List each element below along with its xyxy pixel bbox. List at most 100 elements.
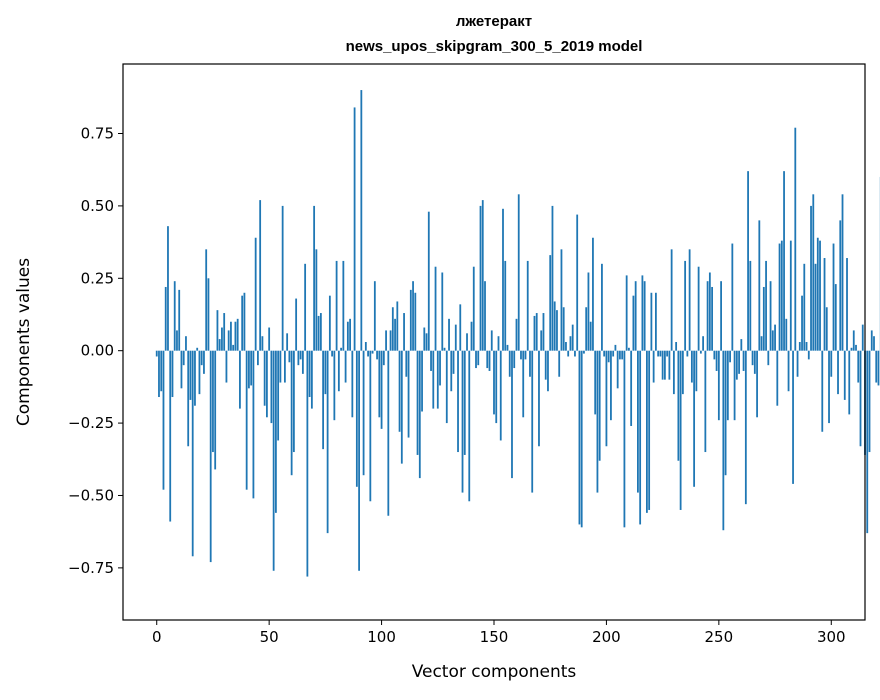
bar-313 <box>860 351 862 447</box>
bar-12 <box>183 351 185 365</box>
y-tick-label: −0.75 <box>68 559 114 577</box>
bar-55 <box>279 351 281 383</box>
bar-189 <box>581 351 583 528</box>
bar-172 <box>543 313 545 351</box>
bar-176 <box>552 206 554 351</box>
bar-244 <box>704 351 706 452</box>
bar-42 <box>250 351 252 386</box>
bar-45 <box>257 351 259 365</box>
bar-56 <box>282 206 284 351</box>
bar-21 <box>203 351 205 374</box>
bar-20 <box>201 351 203 365</box>
bar-31 <box>226 351 228 383</box>
bar-227 <box>666 351 668 357</box>
bar-221 <box>653 351 655 383</box>
bar-6 <box>169 351 171 522</box>
bar-156 <box>507 345 509 351</box>
bar-232 <box>677 351 679 461</box>
bar-13 <box>185 336 187 350</box>
bar-138 <box>466 333 468 350</box>
bar-204 <box>615 345 617 351</box>
bar-39 <box>244 293 246 351</box>
bar-301 <box>833 244 835 351</box>
bar-253 <box>725 351 727 476</box>
bar-113 <box>410 290 412 351</box>
bar-23 <box>208 278 210 350</box>
bar-173 <box>545 351 547 380</box>
bar-115 <box>414 293 416 351</box>
bar-271 <box>765 261 767 351</box>
bar-243 <box>702 336 704 350</box>
bar-63 <box>297 351 299 365</box>
bar-257 <box>734 351 736 421</box>
y-tick-label: 0.75 <box>81 125 114 143</box>
bar-165 <box>527 261 529 351</box>
bar-246 <box>709 273 711 351</box>
bar-78 <box>331 351 333 357</box>
bar-218 <box>646 351 648 513</box>
bar-186 <box>574 351 576 357</box>
bar-170 <box>538 351 540 447</box>
bar-311 <box>855 345 857 351</box>
bar-8 <box>174 281 176 351</box>
x-axis-label: Vector components <box>412 662 577 682</box>
bar-215 <box>639 351 641 525</box>
bar-263 <box>747 171 749 351</box>
bar-194 <box>592 238 594 351</box>
y-tick-label: −0.25 <box>68 414 114 432</box>
bar-87 <box>351 351 353 418</box>
bar-220 <box>650 293 652 351</box>
bar-9 <box>176 330 178 350</box>
bar-32 <box>228 330 230 350</box>
bar-86 <box>349 319 351 351</box>
bar-120 <box>426 333 428 350</box>
bar-254 <box>727 351 729 421</box>
bar-267 <box>756 351 758 418</box>
bar-305 <box>842 194 844 350</box>
bar-14 <box>187 351 189 447</box>
bar-70 <box>313 206 315 351</box>
bar-154 <box>502 209 504 351</box>
bar-46 <box>259 200 261 351</box>
bar-69 <box>311 351 313 409</box>
x-tick-label: 250 <box>705 628 734 646</box>
bar-211 <box>630 351 632 426</box>
bar-33 <box>230 322 232 351</box>
bar-287 <box>801 296 803 351</box>
bar-135 <box>459 304 461 350</box>
bar-92 <box>363 351 365 476</box>
bar-98 <box>376 351 378 360</box>
bar-217 <box>644 281 646 351</box>
bar-276 <box>776 351 778 406</box>
bar-133 <box>455 325 457 351</box>
bar-207 <box>621 351 623 360</box>
bar-260 <box>740 339 742 351</box>
bar-43 <box>253 351 255 499</box>
bar-184 <box>570 336 572 350</box>
bar-148 <box>489 351 491 371</box>
bar-54 <box>277 351 279 441</box>
bar-318 <box>871 330 873 350</box>
bar-162 <box>520 351 522 360</box>
bar-49 <box>266 351 268 418</box>
bar-155 <box>504 261 506 351</box>
bar-269 <box>761 336 763 350</box>
bar-238 <box>691 351 693 383</box>
bar-75 <box>324 351 326 394</box>
bar-216 <box>642 275 644 350</box>
bar-159 <box>513 351 515 368</box>
bar-27 <box>217 310 219 351</box>
bar-130 <box>448 319 450 351</box>
bar-174 <box>547 351 549 392</box>
bar-90 <box>358 351 360 571</box>
bar-291 <box>810 206 812 351</box>
bar-213 <box>635 281 637 351</box>
bar-190 <box>583 351 585 354</box>
bar-29 <box>221 328 223 351</box>
bar-266 <box>754 351 756 374</box>
bar-137 <box>464 351 466 455</box>
y-axis-label: Components values <box>14 258 34 426</box>
bar-153 <box>500 351 502 441</box>
bar-209 <box>626 275 628 350</box>
bar-281 <box>788 351 790 392</box>
